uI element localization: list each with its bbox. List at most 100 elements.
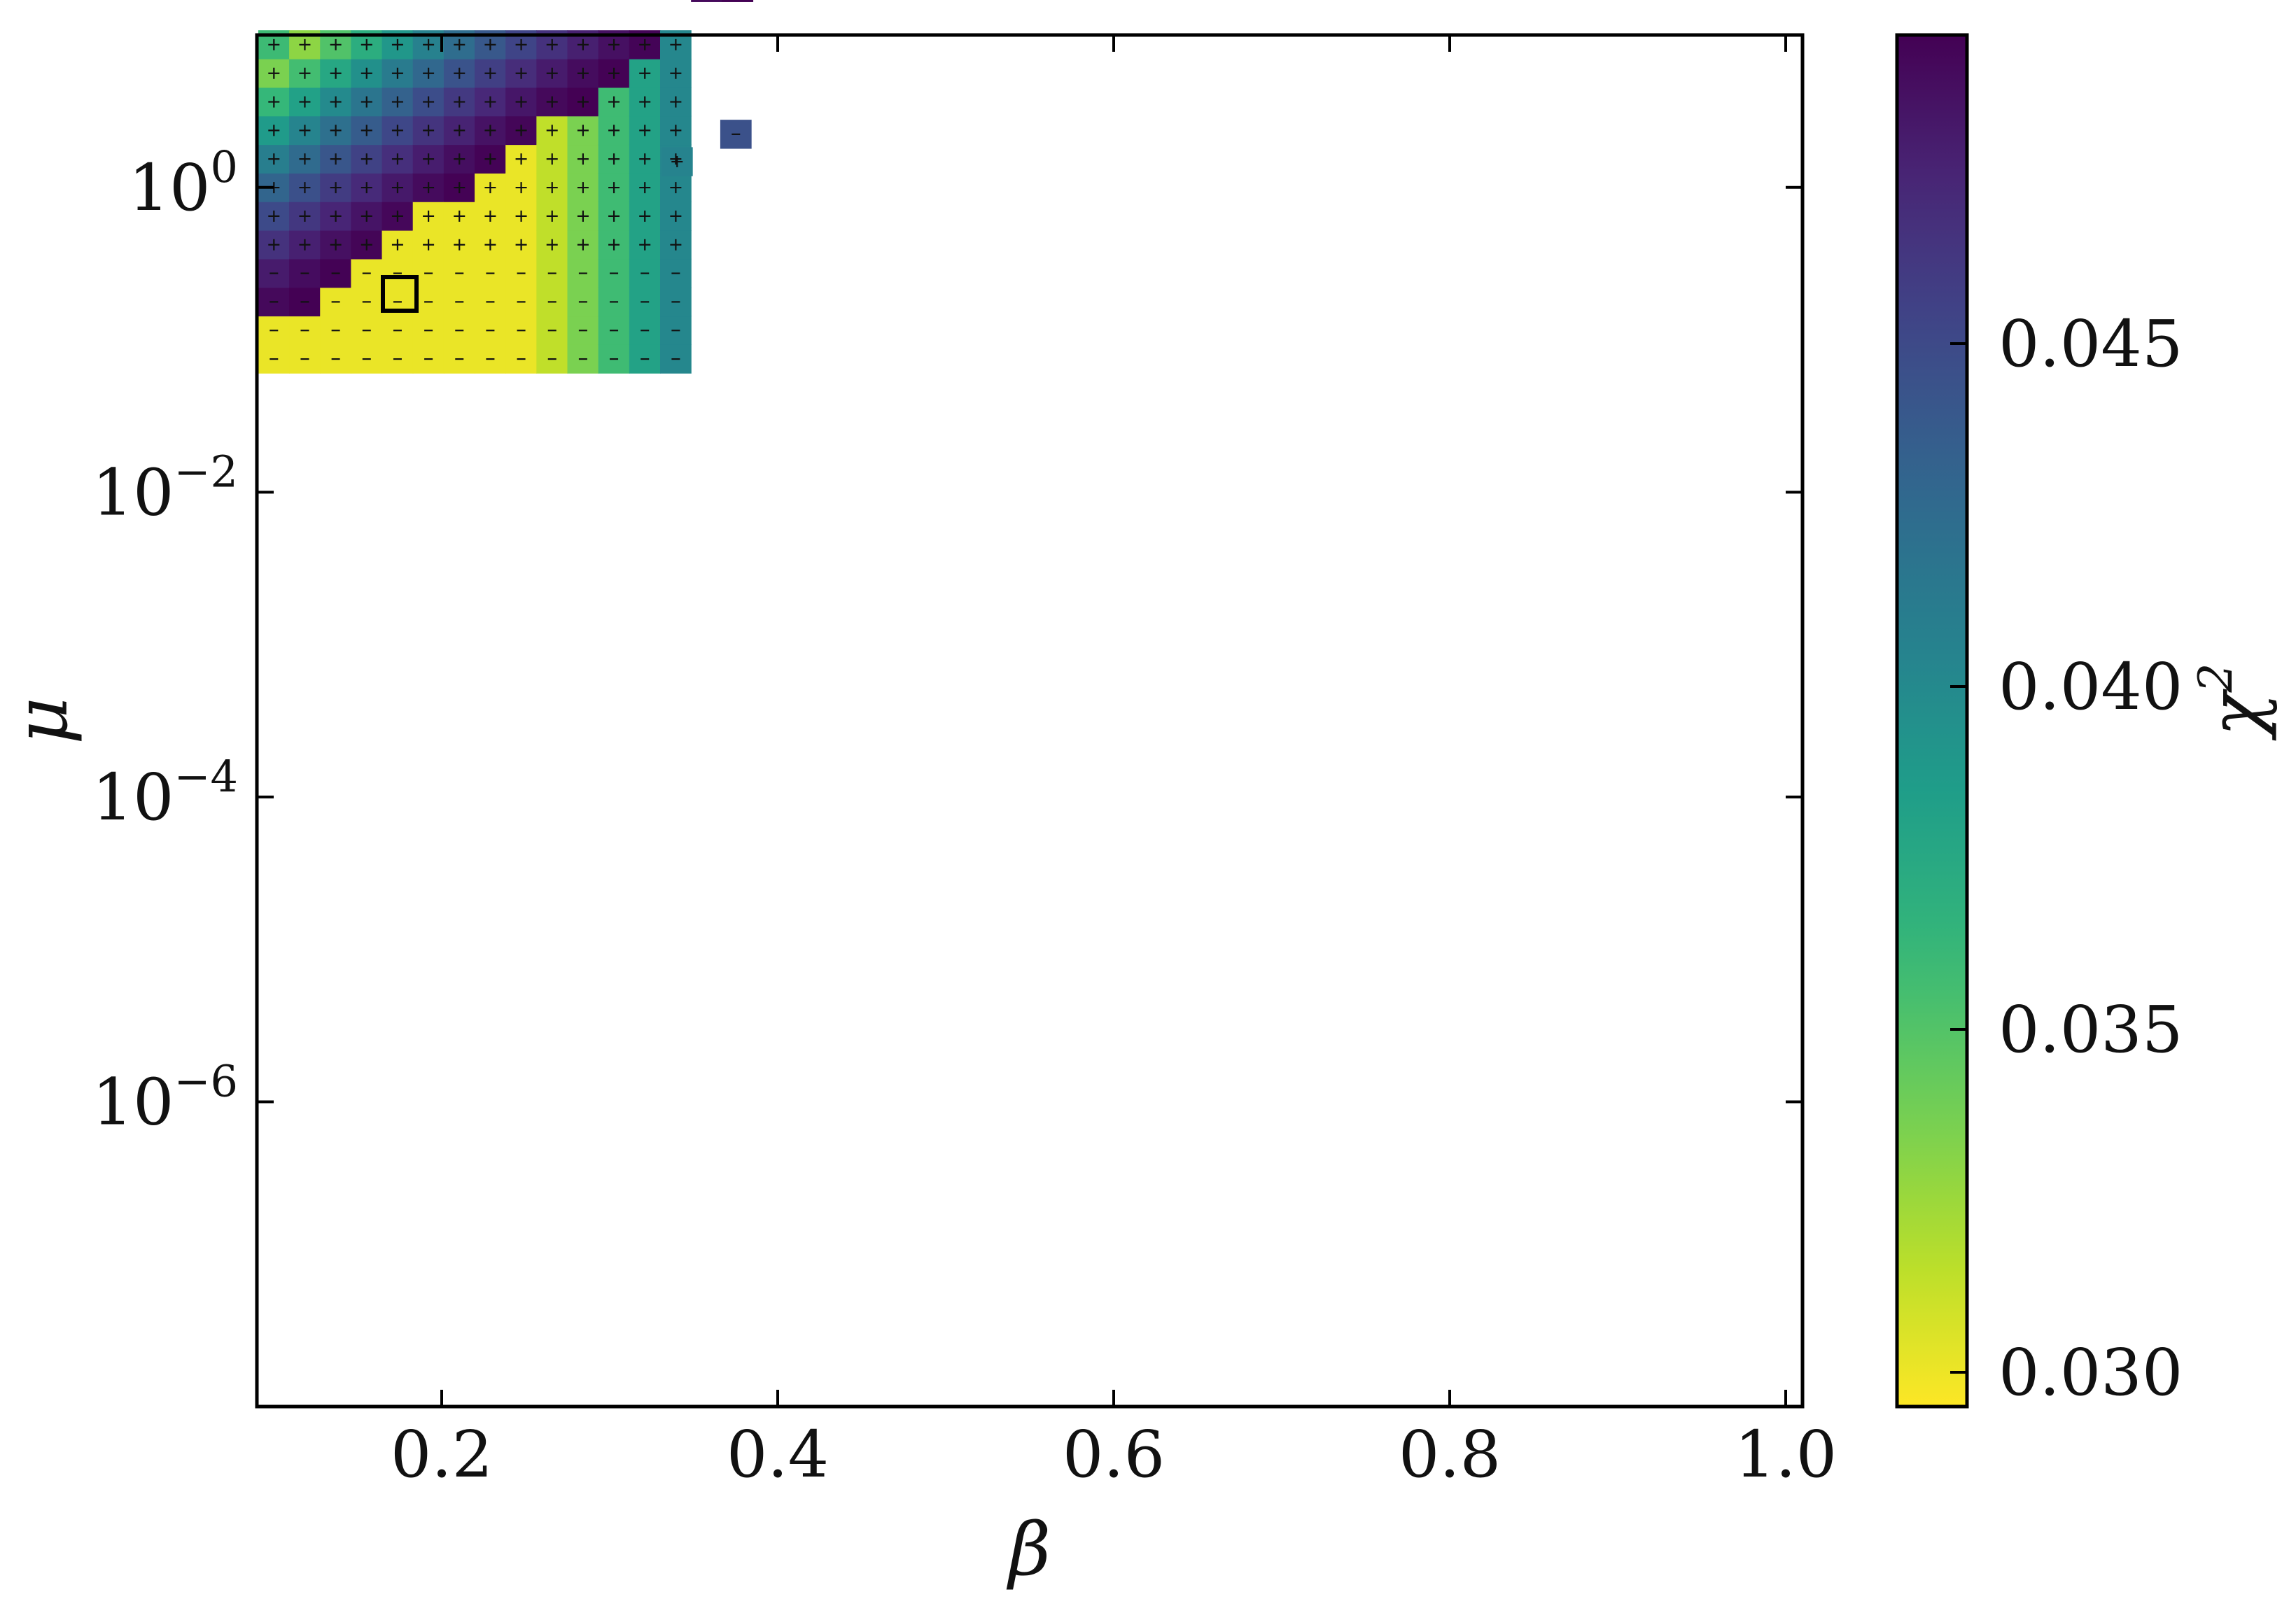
- plus-marker: [577, 67, 589, 79]
- plus-marker: [639, 210, 651, 222]
- plus-marker: [330, 153, 342, 165]
- plus-marker: [454, 210, 465, 222]
- colorbar: [1895, 33, 1969, 1409]
- plus-marker: [577, 38, 589, 50]
- plus-marker: [360, 125, 372, 136]
- plus-marker: [608, 210, 620, 222]
- plus-marker: [299, 125, 311, 136]
- colorbar-tick-label: 0.040: [1998, 649, 2183, 724]
- colorbar-label: χ2: [2189, 663, 2278, 741]
- plus-marker: [268, 153, 280, 165]
- plus-marker: [577, 210, 589, 222]
- y-tick-exponent: −4: [174, 751, 238, 802]
- plus-marker: [330, 96, 342, 108]
- plus-marker: [330, 125, 342, 136]
- plus-marker: [268, 67, 280, 79]
- plus-marker: [639, 239, 651, 251]
- plus-marker: [299, 153, 311, 165]
- plus-marker: [454, 38, 465, 50]
- plus-marker: [330, 182, 342, 194]
- plus-marker: [360, 96, 372, 108]
- heatmap-cell: [691, 0, 722, 2]
- plus-marker: [546, 153, 558, 165]
- plus-marker: [671, 156, 683, 168]
- plot-frame: [255, 33, 1805, 1409]
- plus-marker: [670, 182, 682, 194]
- plus-marker: [639, 96, 651, 108]
- colorbar-label-exponent: 2: [2189, 663, 2243, 693]
- plus-marker: [639, 125, 651, 136]
- plus-marker: [515, 239, 527, 251]
- plus-marker: [670, 67, 682, 79]
- plus-marker: [577, 96, 589, 108]
- plus-marker: [391, 38, 403, 50]
- plus-marker: [454, 182, 465, 194]
- plus-marker: [299, 239, 311, 251]
- plus-marker: [670, 210, 682, 222]
- plus-marker: [608, 38, 620, 50]
- plus-marker: [577, 125, 589, 136]
- plus-marker: [391, 182, 403, 194]
- heatmap-cell: [722, 0, 754, 2]
- plus-marker: [546, 182, 558, 194]
- plus-marker: [391, 96, 403, 108]
- plus-marker: [391, 125, 403, 136]
- y-tick-exponent: −2: [174, 446, 238, 497]
- plus-marker: [423, 96, 435, 108]
- colorbar-label-base: χ: [2193, 689, 2278, 742]
- plus-marker: [484, 96, 496, 108]
- plus-marker: [423, 67, 435, 79]
- colorbar-tick-label: 0.045: [1998, 307, 2183, 381]
- plus-marker: [360, 239, 372, 251]
- plus-marker: [299, 210, 311, 222]
- y-tick-base: 10: [92, 455, 174, 530]
- plus-marker: [515, 210, 527, 222]
- plus-marker: [360, 38, 372, 50]
- plus-marker: [454, 96, 465, 108]
- plus-marker: [515, 125, 527, 136]
- plus-marker: [423, 210, 435, 222]
- plus-marker: [608, 153, 620, 165]
- plus-marker: [330, 239, 342, 251]
- heatmap-cells: [258, 0, 754, 374]
- plus-marker: [423, 239, 435, 251]
- colorbar-tick-label: 0.030: [1998, 1335, 2183, 1410]
- colorbar-tick-label: 0.035: [1998, 992, 2183, 1067]
- plus-marker: [608, 96, 620, 108]
- y-tick-base: 10: [128, 150, 210, 225]
- plus-marker: [423, 38, 435, 50]
- plus-marker: [608, 67, 620, 79]
- plus-marker: [546, 38, 558, 50]
- plus-marker: [515, 96, 527, 108]
- plus-marker: [639, 67, 651, 79]
- plus-marker: [670, 125, 682, 136]
- plus-marker: [391, 153, 403, 165]
- plus-marker: [330, 67, 342, 79]
- plus-marker: [670, 96, 682, 108]
- plus-marker: [546, 210, 558, 222]
- plus-marker: [484, 153, 496, 165]
- y-tick-base: 10: [92, 760, 174, 835]
- plus-marker: [423, 125, 435, 136]
- plus-marker: [484, 210, 496, 222]
- plus-marker: [639, 38, 651, 50]
- plus-marker: [299, 96, 311, 108]
- plus-marker: [360, 153, 372, 165]
- plus-marker: [484, 182, 496, 194]
- plus-marker: [454, 125, 465, 136]
- plus-marker: [608, 125, 620, 136]
- plus-marker: [360, 210, 372, 222]
- plus-marker: [454, 239, 465, 251]
- plus-marker: [515, 38, 527, 50]
- plus-marker: [577, 182, 589, 194]
- y-tick-exponent: 0: [211, 141, 238, 192]
- y-axis-label: μ: [0, 697, 84, 745]
- colorbar-ticks: 0.030 0.035 0.040 0.045: [1950, 307, 2183, 1410]
- plus-marker: [268, 38, 280, 50]
- best-fit-marker: [381, 274, 419, 313]
- plus-marker: [670, 239, 682, 251]
- plus-marker: [330, 38, 342, 50]
- x-axis-ticks: 0.2 0.4 0.6 0.8 1.0: [391, 35, 1837, 1492]
